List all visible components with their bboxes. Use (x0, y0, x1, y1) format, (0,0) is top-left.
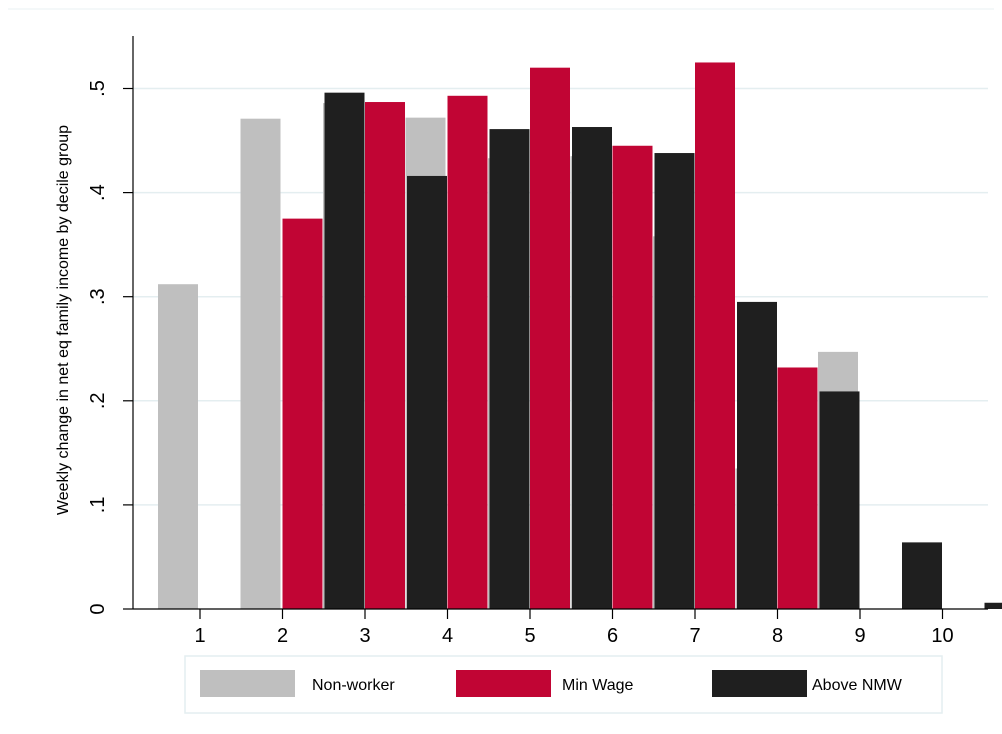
bar-above-nmw-6 (654, 153, 695, 610)
bar-min-wage-3 (365, 102, 405, 610)
y-axis: 0 .1 .2 .3 .4 .5 (87, 36, 134, 615)
x-tick-label: 1 (194, 625, 205, 647)
y-tick-label: .2 (87, 392, 109, 409)
legend-label-above-nmw: Above NMW (812, 677, 903, 694)
legend-label-min-wage: Min Wage (562, 677, 634, 694)
bar-min-wage-2 (282, 218, 323, 609)
y-tick-label: .3 (87, 288, 109, 305)
bar-above-nmw-10 (984, 602, 1002, 609)
x-tick-label: 6 (607, 625, 618, 647)
bar-above-nmw-8 (819, 391, 860, 609)
bar-above-nmw-4 (489, 129, 530, 609)
bar-min-wage-4 (447, 95, 488, 610)
bar-above-nmw-9 (902, 542, 942, 609)
y-tick-label: .1 (87, 497, 109, 514)
y-tick-label: 0 (87, 603, 109, 614)
x-tick-label: 3 (359, 625, 370, 647)
x-tick-label: 4 (442, 625, 453, 647)
legend-box (184, 655, 943, 714)
y-tick-label: .5 (87, 80, 109, 97)
bars (158, 62, 1002, 610)
legend-swatch-above-nmw (712, 670, 807, 697)
legend-label-non-worker: Non-worker (312, 677, 395, 694)
bar-above-nmw-3 (407, 175, 447, 609)
bar-above-nmw-5 (572, 127, 612, 609)
bar-min-wage-8 (777, 367, 818, 609)
bar-min-wage-6 (612, 145, 653, 609)
bar-non-worker-2 (240, 118, 281, 610)
x-tick-label: 8 (772, 625, 783, 647)
x-axis: 1 2 3 4 5 6 7 8 9 10 (133, 608, 988, 647)
y-tick-label: .4 (87, 184, 109, 201)
bar-above-nmw-7 (737, 301, 777, 609)
legend-swatch-min-wage (456, 670, 551, 697)
legend: Non-worker Min Wage Above NMW (184, 655, 943, 714)
bar-min-wage-5 (530, 67, 570, 610)
y-axis-title: Weekly change in net eq family income by… (55, 125, 72, 515)
legend-swatch-non-worker (200, 670, 295, 697)
bar-non-worker-1 (158, 284, 198, 609)
bar-min-wage-7 (695, 62, 735, 610)
x-tick-label: 9 (854, 625, 865, 647)
x-tick-label: 5 (524, 625, 535, 647)
x-tick-label: 7 (689, 625, 700, 647)
bar-above-nmw-2 (324, 92, 365, 609)
x-tick-label: 10 (931, 625, 953, 647)
x-tick-label: 2 (277, 625, 288, 647)
